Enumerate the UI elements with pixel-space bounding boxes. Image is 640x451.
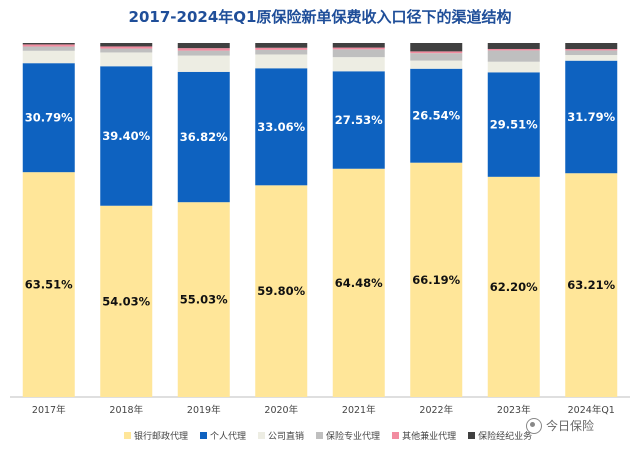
bar-segment — [255, 54, 308, 69]
x-tick-label: 2022年 — [419, 404, 453, 416]
bar-segment — [100, 205, 153, 397]
bar-segment — [565, 50, 618, 56]
data-label: 29.51% — [490, 118, 538, 132]
legend-label: 其他兼业代理 — [402, 432, 457, 442]
data-label: 39.40% — [102, 129, 150, 143]
x-tick-label: 2019年 — [187, 404, 221, 416]
legend-label: 个人代理 — [210, 432, 247, 442]
bar-segment — [255, 43, 308, 48]
legend-item: 保险经纪业务 — [468, 429, 532, 442]
chart-title: 2017-2024年Q1原保险新单保费收入口径下的渠道结构 — [128, 8, 512, 26]
x-tick-label: 2017年 — [32, 404, 66, 416]
x-tick-label: 2020年 — [264, 404, 298, 416]
legend-item: 其他兼业代理 — [392, 429, 456, 442]
data-label: 30.79% — [25, 111, 73, 125]
bar-segment — [177, 55, 230, 72]
data-label: 33.06% — [257, 120, 305, 134]
data-label: 26.54% — [412, 109, 460, 123]
legend: 银行邮政代理 个人代理 公司直销 保险专业代理 其他兼业代理 保险经纪业务 — [124, 429, 532, 442]
data-label: 66.19% — [412, 273, 460, 287]
bar-segment — [410, 53, 463, 61]
legend-label: 保险经纪业务 — [478, 432, 533, 442]
bar-segment — [487, 50, 540, 62]
legend-swatch — [258, 432, 266, 439]
legend-swatch — [124, 432, 131, 439]
bar-segment — [22, 50, 75, 64]
bar-segment — [255, 49, 308, 55]
data-label: 31.79% — [567, 110, 615, 124]
bar-segment — [565, 173, 618, 397]
bar-segment — [177, 43, 230, 49]
legend-swatch — [316, 432, 324, 439]
data-label: 55.03% — [180, 293, 228, 307]
bar-segment — [22, 172, 75, 397]
x-tick-label: 2021年 — [342, 404, 376, 416]
bar-segment — [487, 48, 540, 51]
bar-segment — [255, 47, 308, 50]
bar-segment — [332, 43, 385, 48]
bar-segment — [487, 176, 540, 397]
data-label: 36.82% — [180, 130, 228, 144]
bar-segment — [22, 44, 75, 47]
data-label: 63.21% — [567, 278, 615, 292]
bar-segment — [332, 47, 385, 50]
legend-label: 保险专业代理 — [326, 432, 381, 442]
bar-segment — [100, 66, 153, 206]
legend-item: 公司直销 — [258, 429, 304, 442]
data-label: 64.48% — [335, 276, 383, 290]
bar-segment — [255, 68, 308, 186]
bar-segment — [100, 46, 153, 49]
legend-swatch — [392, 432, 400, 439]
bar-segment — [565, 49, 618, 51]
bar-segment — [22, 46, 75, 51]
bar-segment — [22, 63, 75, 173]
legend-item: 个人代理 — [200, 429, 246, 442]
bar-segment — [177, 71, 230, 203]
bar-segment — [255, 185, 308, 397]
bar-segment — [332, 71, 385, 169]
bar-segment — [410, 68, 463, 163]
legend-label: 公司直销 — [268, 432, 305, 442]
legend-swatch — [468, 432, 476, 439]
x-tick-label: 2023年 — [497, 404, 531, 416]
bar-segment — [177, 48, 230, 51]
bar-segment — [332, 49, 385, 58]
legend-item: 银行邮政代理 — [124, 429, 188, 442]
bar-segment — [565, 60, 618, 174]
bar-segment — [332, 57, 385, 72]
data-label: 63.51% — [25, 278, 73, 292]
data-label: 59.80% — [257, 284, 305, 298]
bar-segment — [100, 48, 153, 53]
bar-segment — [565, 43, 618, 50]
legend-label: 银行邮政代理 — [134, 432, 189, 442]
bar-segment — [487, 43, 540, 49]
bar-segment — [22, 43, 75, 45]
bar-segment — [177, 50, 230, 56]
bar-segment — [100, 43, 153, 47]
watermark-text: 今日保险 — [546, 419, 595, 433]
x-tick-label: 2024年Q1 — [568, 404, 615, 416]
bar-segment — [177, 202, 230, 397]
bar-segment — [332, 168, 385, 397]
data-label: 27.53% — [335, 113, 383, 127]
bar-segment — [410, 60, 463, 69]
legend-swatch — [200, 432, 208, 439]
watermark: 今日保险 — [526, 417, 594, 434]
bar-segment — [487, 61, 540, 73]
watermark-logo-icon — [526, 417, 542, 434]
bar-segment — [410, 43, 463, 52]
data-label: 62.20% — [490, 280, 538, 294]
bar-segment — [487, 72, 540, 177]
bar-segment — [100, 52, 153, 67]
bar-segment — [410, 51, 463, 54]
data-label: 54.03% — [102, 294, 150, 308]
x-tick-label: 2018年 — [109, 404, 143, 416]
bar-segment — [410, 162, 463, 397]
bar-segment — [565, 55, 618, 61]
legend-item: 保险专业代理 — [316, 429, 380, 442]
